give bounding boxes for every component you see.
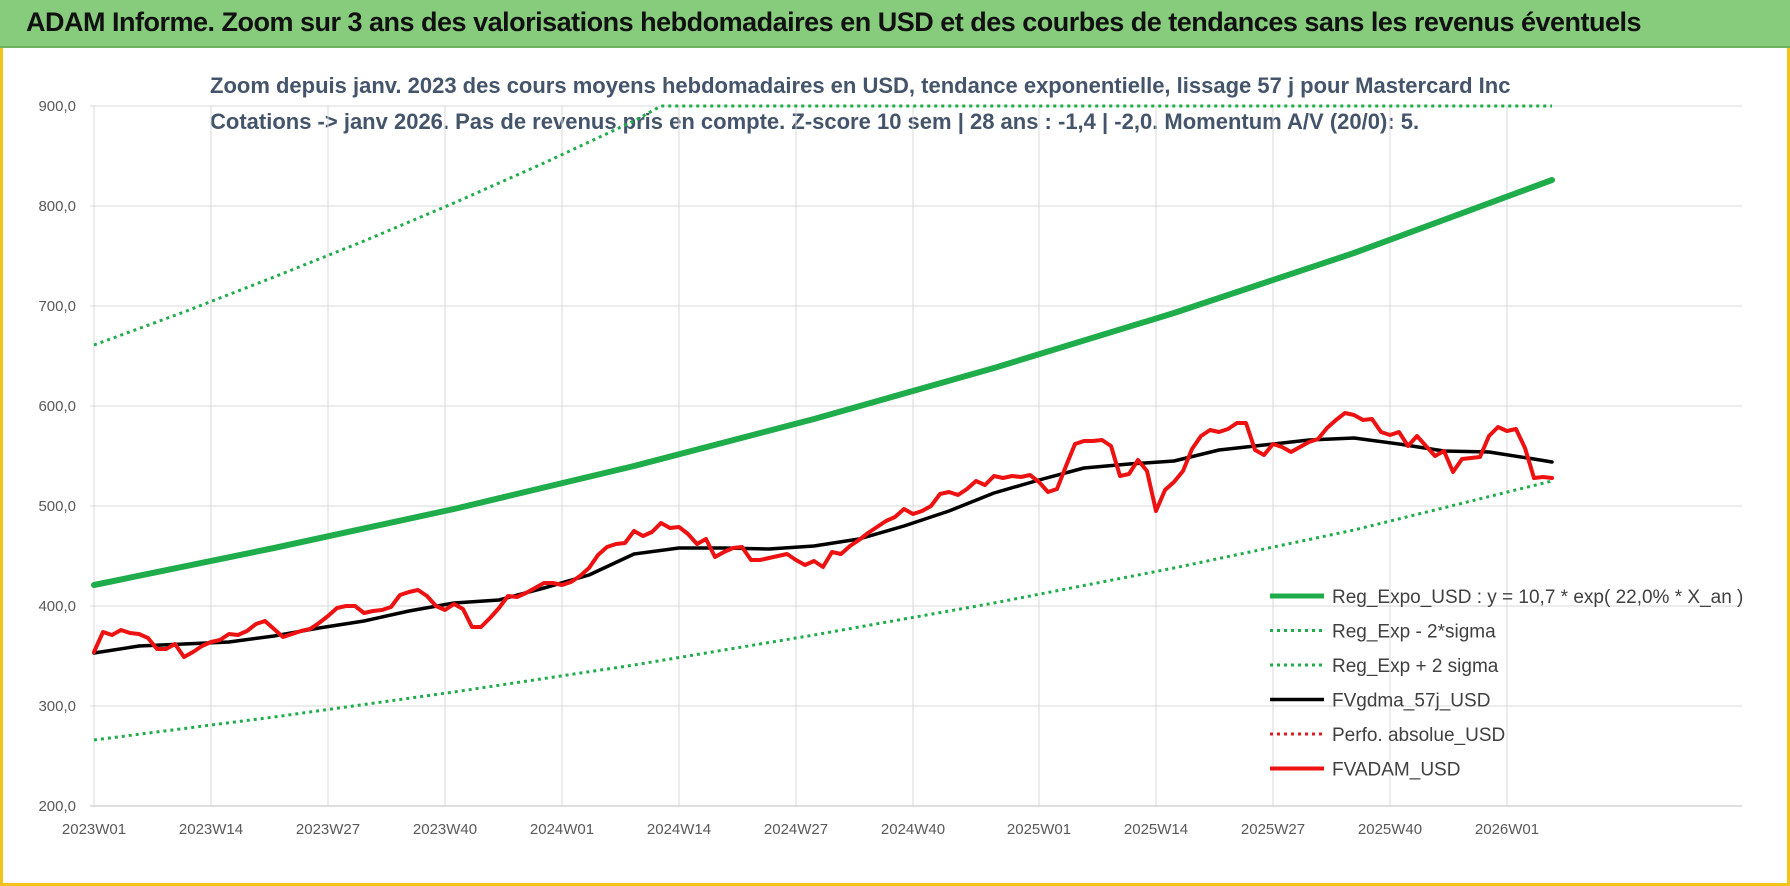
legend: Reg_Expo_USD : y = 10,7 * exp( 22,0% * X… [1270,587,1743,781]
y-tick-label: 400,0 [38,598,76,615]
x-tick-label: 2025W01 [1007,821,1071,838]
x-tick-label: 2023W27 [296,821,360,838]
x-tick-label: 2025W14 [1124,821,1188,838]
legend-label: Reg_Exp + 2 sigma [1332,656,1499,677]
x-tick-label: 2023W01 [62,821,126,838]
x-tick-label: 2025W40 [1358,821,1422,838]
legend-label: Reg_Exp - 2*sigma [1332,622,1496,643]
x-tick-label: 2023W14 [179,821,243,838]
y-axis-ticks: 200,0 300,0 400,0 500,0 600,0 700,0 800,0 900,0 [38,98,76,815]
x-tick-label: 2024W14 [647,821,711,838]
report-title: ADAM Informe. Zoom sur 3 ans des valoris… [26,7,1642,37]
chart-frame [0,48,1790,886]
series-line-4 [92,436,1554,655]
gridlines [90,105,1742,807]
x-tick-label: 2025W27 [1241,821,1305,838]
series-line-6 [92,411,1554,659]
chart-title-line-2: Cotations -> janv 2026. Pas de revenus p… [210,109,1420,134]
plot-series [91,104,1555,742]
y-tick-label: 700,0 [38,298,76,315]
legend-label: FVgdma_57j_USD [1332,691,1490,712]
y-tick-label: 500,0 [38,498,76,515]
y-tick-label: 800,0 [38,198,76,215]
x-tick-label: 2023W40 [413,821,477,838]
legend-label: FVADAM_USD [1332,760,1460,781]
legend-label: Reg_Expo_USD : y = 10,7 * exp( 22,0% * X… [1332,587,1743,608]
legend-label: Perfo. absolue_USD [1332,725,1505,746]
series-line-1 [91,177,1555,588]
x-tick-label: 2024W40 [881,821,945,838]
x-tick-label: 2026W01 [1475,821,1539,838]
y-tick-label: 600,0 [38,398,76,415]
title-banner: ADAM Informe. Zoom sur 3 ans des valoris… [0,0,1790,48]
y-tick-label: 300,0 [38,698,76,715]
series-line-3 [93,104,1552,347]
x-tick-label: 2024W01 [530,821,594,838]
y-tick-label: 900,0 [38,98,76,115]
y-tick-label: 200,0 [38,798,76,815]
x-axis-ticks: 2023W01 2023W14 2023W27 2023W40 2024W01 2024W… [62,821,1539,838]
x-tick-label: 2024W27 [764,821,828,838]
